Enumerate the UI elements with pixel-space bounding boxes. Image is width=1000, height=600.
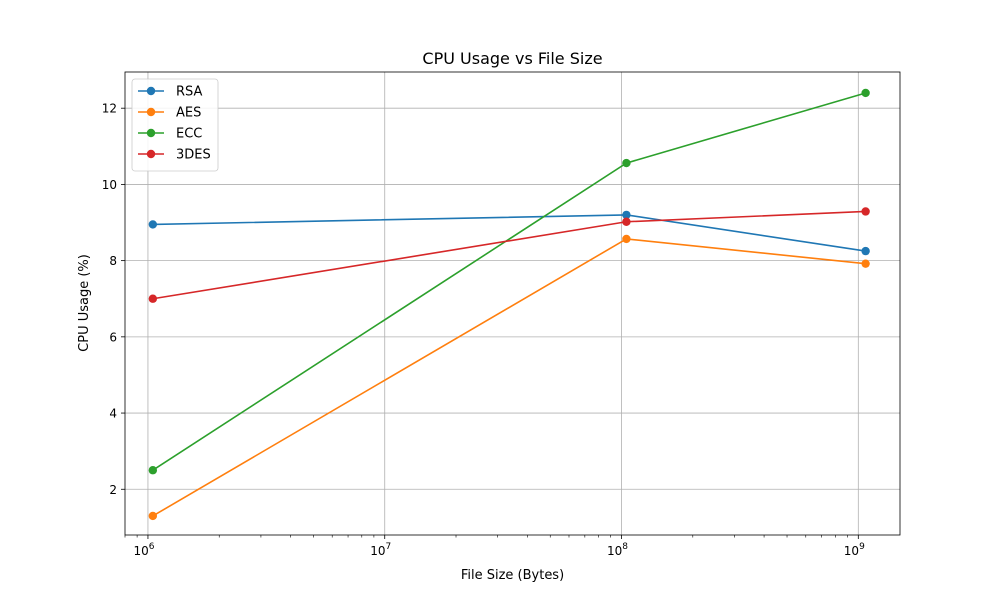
legend-label-3des: 3DES (176, 148, 211, 163)
series-line-aes (152, 238, 866, 517)
data-point-rsa (861, 246, 870, 256)
minor-ticks (124, 535, 848, 538)
data-point-aes (622, 234, 631, 244)
data-point-aes (148, 511, 158, 521)
y-tick-label: 4 (109, 407, 117, 421)
grid (125, 72, 900, 535)
legend-label-ecc: ECC (176, 127, 202, 142)
y-axis-label: CPU Usage (%) (77, 254, 92, 352)
data-point-ecc (861, 88, 870, 98)
axes: 106 107 108 109 2 4 6 8 10 12 (102, 71, 901, 558)
x-tick-label: 106 (133, 542, 154, 558)
legend-label-aes: AES (176, 106, 201, 121)
plot-frame (124, 71, 901, 536)
chart-title: CPU Usage vs File Size (422, 49, 602, 68)
series-line-rsa (152, 214, 866, 252)
legend-marker-ecc (146, 128, 156, 138)
y-tick-label: 8 (109, 254, 117, 268)
legend-marker-3des (146, 149, 156, 159)
x-tick-label: 109 (844, 542, 865, 558)
data-point-3des (148, 294, 158, 303)
x-tick-label: 108 (607, 542, 628, 558)
data-point-3des (861, 207, 870, 216)
series-line-3des (152, 210, 866, 300)
legend: RSA AES ECC 3DES (131, 78, 219, 172)
y-tick-label: 10 (102, 178, 117, 192)
legend-marker-rsa (146, 86, 156, 96)
y-tick-label: 2 (109, 483, 117, 497)
x-tick-label: 107 (370, 542, 391, 558)
legend-box (131, 78, 219, 172)
data-point-3des (622, 217, 631, 226)
legend-label-rsa: RSA (176, 85, 203, 100)
y-tick-label: 6 (109, 330, 117, 344)
data-point-ecc (148, 466, 158, 475)
data-point-rsa (148, 220, 158, 229)
data-point-rsa (622, 210, 631, 220)
data-point-ecc (622, 158, 631, 168)
x-axis-label: File Size (Bytes) (461, 568, 564, 583)
legend-marker-aes (146, 107, 156, 117)
series-lines (148, 88, 870, 521)
y-tick-label: 12 (102, 102, 117, 116)
data-point-aes (861, 259, 870, 268)
